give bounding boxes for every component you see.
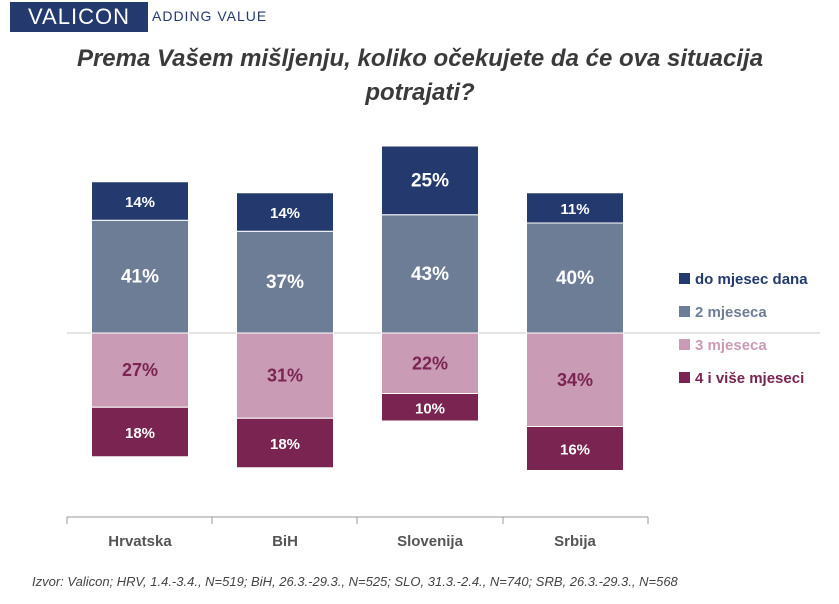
brand-tagline: ADDING VALUE [152, 8, 268, 24]
data-label: 34% [557, 370, 593, 390]
data-label: 14% [125, 194, 155, 211]
x-tick-label: Hrvatska [108, 533, 172, 550]
x-tick-label: Srbija [554, 533, 596, 550]
data-label: 40% [556, 268, 594, 289]
bar-4-i-vi-e-mjeseci-hrvatska [91, 406, 189, 458]
data-label: 27% [122, 360, 158, 380]
data-label: 22% [412, 353, 448, 373]
bar-3-mjeseca-srbija [526, 332, 624, 427]
legend-swatch-2-mjeseca [679, 306, 690, 317]
bar-2-mjeseca-bih [236, 230, 334, 334]
x-tick-label: BiH [272, 533, 298, 550]
data-label: 31% [267, 366, 303, 386]
data-label: 11% [560, 201, 589, 218]
bar-do-mjesec-dana-bih [236, 192, 334, 232]
data-label: 10% [415, 400, 445, 417]
bar-2-mjeseca-hrvatska [91, 219, 189, 334]
legend-label: 4 i više mjeseci [695, 370, 804, 387]
bar-do-mjesec-dana-hrvatska [91, 181, 189, 221]
valicon-logo: VALICON [10, 2, 148, 32]
bar-4-i-vi-e-mjeseci-bih [236, 417, 334, 469]
bar-2-mjeseca-srbija [526, 222, 624, 334]
chart-title: Prema Vašem mišljenju, koliko očekujete … [76, 45, 764, 106]
data-label: 18% [125, 425, 155, 442]
bar-4-i-vi-e-mjeseci-slovenija [381, 393, 479, 422]
data-label: 25% [411, 170, 449, 191]
data-label: 14% [270, 205, 300, 222]
bar-4-i-vi-e-mjeseci-srbija [526, 426, 624, 471]
legend-label: do mjesec dana [695, 271, 808, 288]
x-tick-label: Slovenija [397, 533, 464, 550]
bar-3-mjeseca-hrvatska [91, 332, 189, 408]
legend-swatch-do-mjesec-dana [679, 273, 690, 284]
legend-label: 2 mjeseca [695, 304, 767, 321]
data-label: 18% [270, 436, 300, 453]
data-label: 43% [411, 264, 449, 285]
source-note: Izvor: Valicon; HRV, 1.4.-3.4., N=519; B… [32, 574, 678, 589]
legend-swatch-3-mjeseca [679, 339, 690, 350]
data-label: 16% [560, 442, 590, 459]
bar-2-mjeseca-slovenija [381, 214, 479, 334]
data-label: 37% [266, 272, 304, 293]
legend-label: 3 mjeseca [695, 337, 767, 354]
bar-do-mjesec-dana-slovenija [381, 145, 479, 216]
bar-3-mjeseca-slovenija [381, 332, 479, 394]
data-label: 41% [121, 267, 159, 288]
bar-do-mjesec-dana-srbija [526, 192, 624, 224]
legend-swatch-4-i-vi-e-mjeseci [679, 372, 690, 383]
